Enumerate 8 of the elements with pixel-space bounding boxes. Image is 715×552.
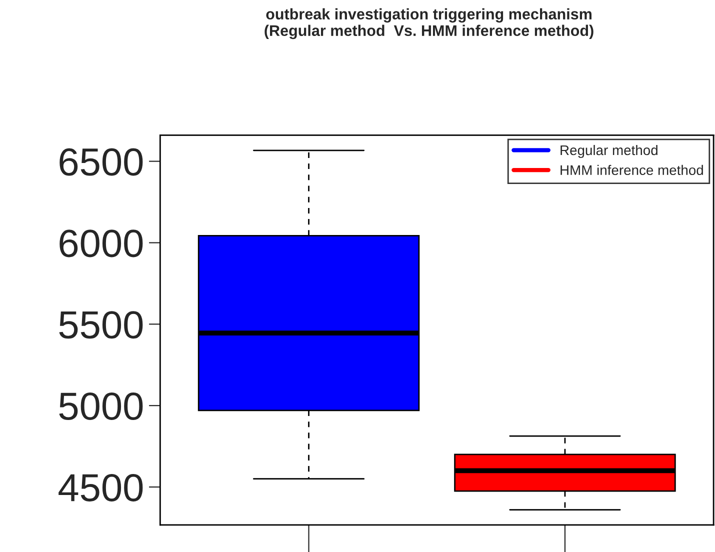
- y-tick-label: 4500: [58, 474, 143, 502]
- y-tick-label: 6000: [60, 230, 143, 258]
- chart-title: outbreak investigation triggering mechanism (Regular method Vs. HMM inference method): [264, 8, 594, 40]
- legend-label: Regular method: [560, 144, 658, 158]
- y-tick-label: 5500: [59, 311, 143, 339]
- y-tick-label: 6500: [60, 148, 143, 176]
- y-tick-label: 5000: [59, 392, 143, 420]
- legend-label: HMM inference method: [560, 164, 703, 176]
